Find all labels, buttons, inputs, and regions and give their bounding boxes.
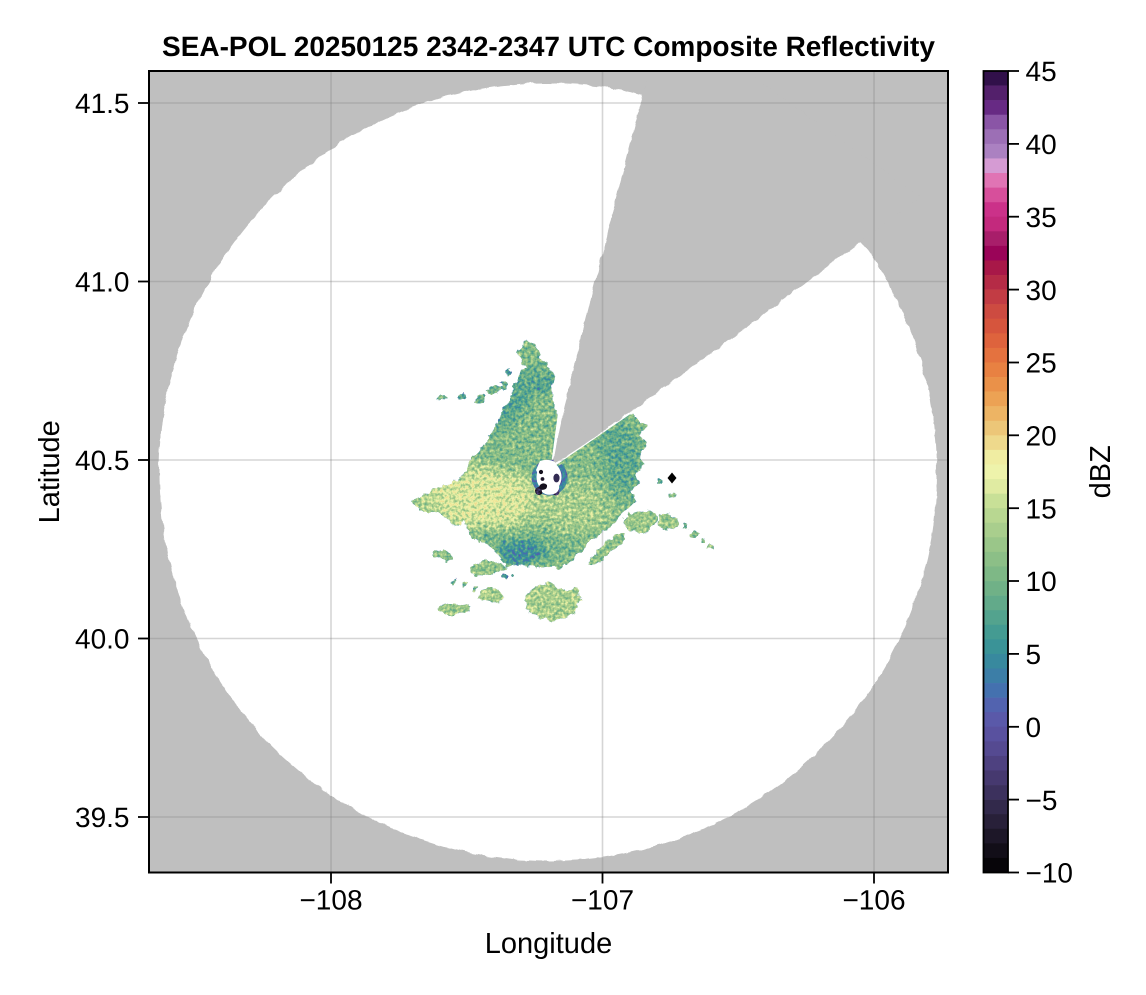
svg-text:20: 20 bbox=[1026, 421, 1057, 452]
svg-text:5: 5 bbox=[1026, 639, 1042, 670]
svg-text:40: 40 bbox=[1026, 129, 1057, 160]
svg-text:40.5: 40.5 bbox=[75, 445, 130, 476]
svg-text:41.0: 41.0 bbox=[75, 267, 130, 298]
svg-text:40.0: 40.0 bbox=[75, 624, 130, 655]
svg-text:45: 45 bbox=[1026, 56, 1057, 87]
svg-text:Latitude: Latitude bbox=[34, 420, 66, 523]
svg-text:−107: −107 bbox=[571, 884, 634, 915]
svg-text:25: 25 bbox=[1026, 348, 1057, 379]
svg-text:Longitude: Longitude bbox=[485, 928, 612, 960]
svg-text:10: 10 bbox=[1026, 566, 1057, 597]
svg-text:−10: −10 bbox=[1026, 858, 1074, 889]
svg-text:−5: −5 bbox=[1026, 785, 1058, 816]
svg-text:dBZ: dBZ bbox=[1085, 445, 1117, 498]
svg-text:SEA-POL 20250125 2342-2347 UTC: SEA-POL 20250125 2342-2347 UTC Composite… bbox=[162, 31, 935, 62]
svg-text:−108: −108 bbox=[299, 884, 362, 915]
svg-text:−106: −106 bbox=[842, 884, 905, 915]
svg-text:39.5: 39.5 bbox=[75, 802, 130, 833]
svg-text:0: 0 bbox=[1026, 712, 1042, 743]
svg-text:35: 35 bbox=[1026, 202, 1057, 233]
svg-text:41.5: 41.5 bbox=[75, 88, 130, 119]
svg-text:30: 30 bbox=[1026, 275, 1057, 306]
svg-text:15: 15 bbox=[1026, 493, 1057, 524]
